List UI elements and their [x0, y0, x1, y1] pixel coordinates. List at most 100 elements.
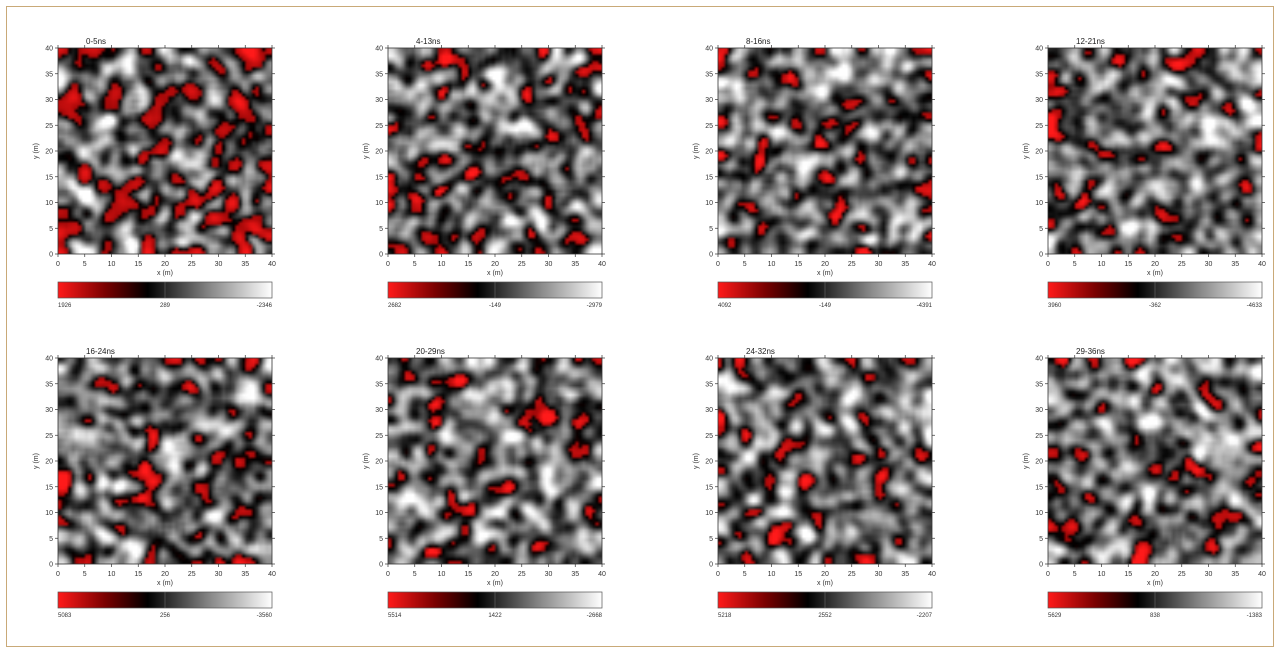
x-tick-label: 0 [56, 571, 60, 578]
heatmap-panel-4: 12-21ns 0 5 10 15 20 25 30 35 40 0 5 10 15 20 25 30 35 40 x… [1010, 36, 1266, 336]
y-tick-label: 15 [1035, 484, 1043, 491]
y-tick-label: 25 [45, 433, 53, 440]
colorbar-label: 1926 [58, 303, 72, 309]
x-tick-label: 15 [464, 571, 472, 578]
colorbar-label: -4391 [917, 303, 933, 309]
x-tick-label: 15 [464, 261, 472, 268]
x-tick-label: 25 [518, 571, 526, 578]
x-tick-label: 0 [386, 261, 390, 268]
y-tick-label: 40 [375, 46, 383, 53]
heatmap-raster [1048, 48, 1262, 254]
y-tick-label: 10 [1035, 510, 1043, 517]
x-tick-label: 20 [1151, 571, 1159, 578]
x-tick-label: 10 [1098, 571, 1106, 578]
y-tick-label: 10 [375, 200, 383, 207]
y-tick-label: 15 [375, 484, 383, 491]
x-axis-label: x (m) [487, 270, 503, 277]
x-tick-label: 5 [1073, 261, 1077, 268]
y-tick-label: 40 [705, 46, 713, 53]
y-tick-label: 10 [705, 510, 713, 517]
panel-title: 24-32ns [746, 347, 775, 356]
colorbar-label: 5083 [58, 613, 72, 619]
x-tick-label: 25 [848, 571, 856, 578]
y-tick-label: 35 [375, 381, 383, 388]
x-tick-label: 20 [821, 261, 829, 268]
x-axis-label: x (m) [157, 270, 173, 277]
y-tick-label: 5 [49, 536, 53, 543]
heatmap-raster [718, 358, 932, 564]
y-tick-label: 20 [375, 459, 383, 466]
heatmap-panel-5: 16-24ns 0 5 10 15 20 25 30 35 40 0 5 10 15 20 25 30 35 40 x… [20, 346, 276, 646]
y-axis-label: y (m) [693, 453, 700, 469]
panel-title: 20-29ns [416, 347, 445, 356]
x-axis-label: x (m) [1147, 580, 1163, 587]
x-tick-label: 40 [1258, 261, 1266, 268]
y-tick-label: 35 [705, 71, 713, 78]
y-tick-label: 20 [375, 149, 383, 156]
x-tick-label: 20 [1151, 261, 1159, 268]
colorbar-label: -3560 [257, 613, 273, 619]
y-tick-label: 25 [1035, 123, 1043, 130]
x-tick-label: 40 [598, 571, 606, 578]
y-tick-label: 0 [709, 562, 713, 569]
x-tick-label: 5 [83, 571, 87, 578]
x-tick-label: 0 [716, 261, 720, 268]
x-tick-label: 0 [386, 571, 390, 578]
y-tick-label: 35 [45, 71, 53, 78]
colorbar-label: 256 [160, 613, 171, 619]
y-tick-label: 30 [705, 407, 713, 414]
colorbar-label: -149 [489, 303, 502, 309]
y-axis-label: y (m) [693, 143, 700, 159]
y-tick-label: 30 [45, 97, 53, 104]
x-tick-label: 10 [768, 571, 776, 578]
x-tick-label: 30 [215, 571, 223, 578]
panel-svg: 12-21ns 0 5 10 15 20 25 30 35 40 0 5 10 15 20 25 30 35 40 x… [1023, 37, 1266, 309]
y-tick-label: 40 [1035, 46, 1043, 53]
y-tick-label: 40 [45, 356, 53, 363]
x-axis-label: x (m) [157, 580, 173, 587]
y-tick-label: 15 [45, 174, 53, 181]
y-tick-label: 15 [375, 174, 383, 181]
x-tick-label: 30 [1205, 571, 1213, 578]
x-tick-label: 25 [1178, 261, 1186, 268]
y-tick-label: 5 [379, 226, 383, 233]
panel-svg: 29-36ns 0 5 10 15 20 25 30 35 40 0 5 10 15 20 25 30 35 40 x… [1023, 347, 1266, 619]
x-tick-label: 20 [491, 571, 499, 578]
y-tick-label: 25 [705, 123, 713, 130]
x-tick-label: 35 [241, 571, 249, 578]
y-tick-label: 5 [379, 536, 383, 543]
y-tick-label: 15 [1035, 174, 1043, 181]
x-tick-label: 10 [108, 571, 116, 578]
y-tick-label: 20 [1035, 459, 1043, 466]
x-axis-label: x (m) [817, 580, 833, 587]
colorbar-label: 4092 [718, 303, 732, 309]
y-tick-label: 35 [45, 381, 53, 388]
x-axis-label: x (m) [1147, 270, 1163, 277]
colorbar-label: 2682 [388, 303, 402, 309]
colorbar-label: 3960 [1048, 303, 1062, 309]
y-tick-label: 25 [1035, 433, 1043, 440]
y-tick-label: 20 [705, 149, 713, 156]
colorbar-label: 5218 [718, 613, 732, 619]
x-tick-label: 10 [768, 261, 776, 268]
x-tick-label: 10 [1098, 261, 1106, 268]
x-tick-label: 25 [1178, 571, 1186, 578]
y-tick-label: 0 [49, 252, 53, 259]
x-tick-label: 35 [571, 571, 579, 578]
y-tick-label: 20 [1035, 149, 1043, 156]
x-tick-label: 15 [1124, 571, 1132, 578]
x-tick-label: 35 [901, 571, 909, 578]
y-tick-label: 0 [709, 252, 713, 259]
heatmap-raster [1048, 358, 1262, 564]
x-tick-label: 35 [1231, 571, 1239, 578]
y-axis-label: y (m) [1023, 143, 1030, 159]
x-tick-label: 0 [1046, 261, 1050, 268]
x-axis-label: x (m) [817, 270, 833, 277]
colorbar-label: 5629 [1048, 613, 1062, 619]
heatmap-panel-6: 20-29ns 0 5 10 15 20 25 30 35 40 0 5 10 15 20 25 30 35 40 x… [350, 346, 606, 646]
panel-title: 4-13ns [416, 37, 440, 46]
panel-svg: 20-29ns 0 5 10 15 20 25 30 35 40 0 5 10 15 20 25 30 35 40 x… [363, 347, 606, 619]
y-tick-label: 10 [1035, 200, 1043, 207]
x-tick-label: 5 [413, 261, 417, 268]
y-tick-label: 0 [49, 562, 53, 569]
